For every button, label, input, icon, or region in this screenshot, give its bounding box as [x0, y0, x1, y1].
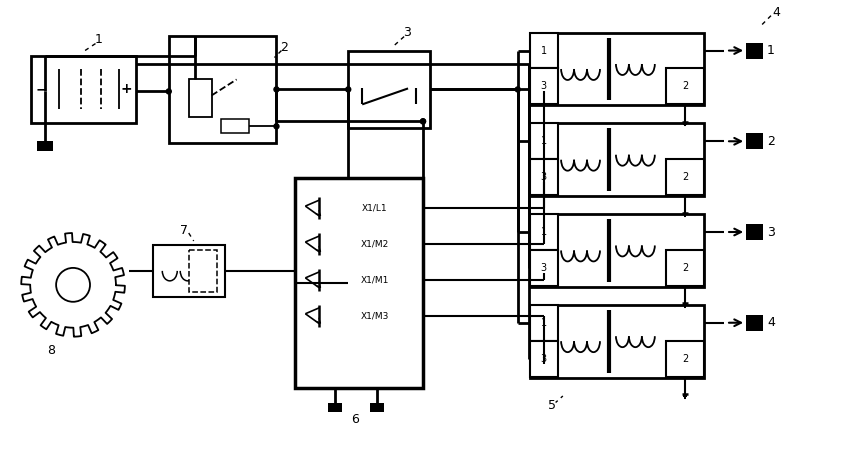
Bar	[529, 214, 558, 250]
Text: X1/L1: X1/L1	[362, 204, 387, 212]
Text: 2: 2	[682, 172, 688, 182]
Bar	[746, 133, 763, 149]
Bar	[529, 33, 704, 106]
Bar	[529, 214, 704, 287]
Text: 3: 3	[541, 263, 547, 273]
Text: 3: 3	[541, 172, 547, 182]
Bar	[221, 120, 249, 133]
Bar	[746, 315, 763, 331]
Circle shape	[420, 119, 426, 124]
Bar	[667, 250, 704, 286]
Bar	[746, 42, 763, 58]
Text: 6: 6	[351, 413, 360, 426]
Text: 1: 1	[541, 227, 547, 237]
Bar	[348, 50, 430, 128]
Bar	[529, 305, 704, 378]
Bar	[667, 341, 704, 376]
Text: 4: 4	[767, 316, 775, 329]
Bar	[529, 123, 704, 196]
Text: 1: 1	[94, 33, 102, 46]
Bar	[189, 79, 212, 117]
Text: 1: 1	[541, 136, 547, 146]
Text: 3: 3	[541, 354, 547, 364]
Bar	[153, 245, 225, 297]
Text: 1: 1	[541, 46, 547, 56]
Circle shape	[420, 119, 426, 124]
Bar	[667, 69, 704, 105]
Text: 5: 5	[547, 399, 556, 412]
Circle shape	[346, 87, 351, 92]
Bar	[37, 142, 53, 151]
Text: X1/M3: X1/M3	[360, 311, 389, 320]
Bar	[529, 341, 558, 376]
Bar	[529, 250, 558, 286]
Text: 2: 2	[767, 135, 775, 148]
Text: X1/M2: X1/M2	[360, 240, 389, 248]
Bar	[529, 69, 558, 105]
Text: 1: 1	[767, 44, 775, 57]
Bar	[667, 159, 704, 195]
Bar	[169, 35, 276, 143]
Bar	[529, 305, 558, 341]
Text: 2: 2	[682, 354, 688, 364]
Text: 3: 3	[541, 81, 547, 92]
Text: 8: 8	[47, 344, 55, 357]
Text: 2: 2	[682, 263, 688, 273]
Text: 7: 7	[179, 224, 188, 236]
Text: 1: 1	[541, 318, 547, 328]
Bar	[329, 403, 342, 412]
Bar	[370, 403, 384, 412]
Text: 3: 3	[403, 26, 411, 39]
Bar	[529, 159, 558, 195]
Text: 2: 2	[682, 81, 688, 92]
Circle shape	[274, 87, 279, 92]
Text: −: −	[35, 83, 47, 96]
Text: X1/M1: X1/M1	[360, 276, 389, 284]
Bar	[529, 123, 558, 159]
Text: 2: 2	[281, 41, 288, 54]
Circle shape	[516, 87, 520, 92]
Circle shape	[166, 89, 172, 94]
Text: 4: 4	[772, 6, 780, 19]
Bar	[31, 56, 136, 123]
Bar	[746, 224, 763, 240]
Bar	[189, 250, 216, 292]
Text: 3: 3	[767, 226, 775, 239]
Bar	[529, 33, 558, 69]
Bar	[295, 178, 423, 388]
Text: +: +	[120, 83, 132, 96]
Circle shape	[274, 124, 279, 129]
